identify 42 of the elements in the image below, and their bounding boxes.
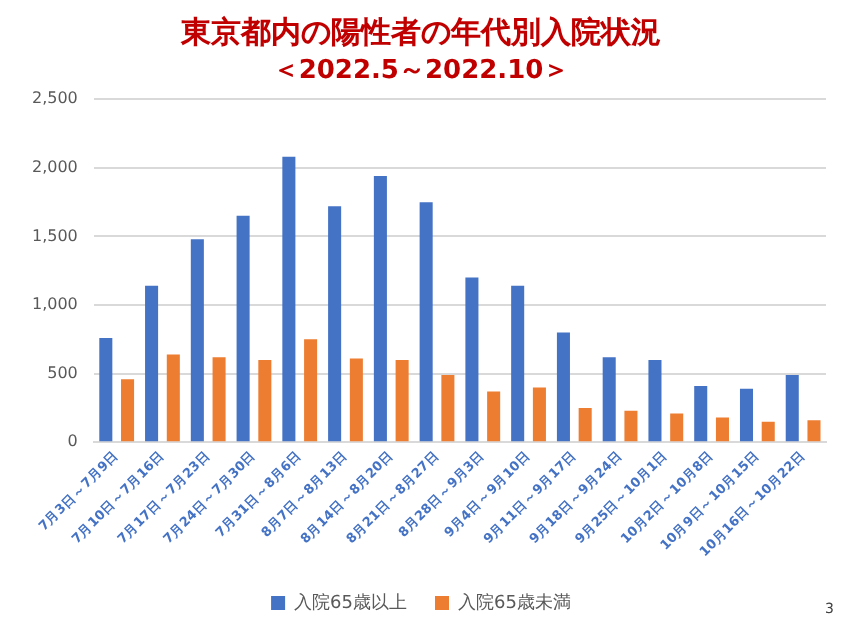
bar (282, 156, 296, 442)
bar (349, 358, 363, 442)
bar (166, 354, 180, 442)
bar (556, 332, 570, 442)
bar (465, 277, 479, 442)
bar (99, 338, 113, 442)
bar (212, 357, 226, 442)
chart-title: 東京都内の陽性者の年代別入院状況 (179, 13, 661, 50)
legend-label: 入院65歳未満 (458, 591, 571, 614)
bar (258, 359, 272, 442)
bar (511, 285, 525, 442)
bar (236, 215, 250, 442)
bar (419, 202, 433, 442)
bar (739, 388, 754, 442)
bar (670, 413, 684, 442)
bar (145, 285, 159, 442)
y-tick-label: 0 (67, 432, 78, 451)
bar (328, 206, 342, 442)
bar (190, 239, 204, 442)
bar (761, 421, 775, 442)
bar (624, 410, 638, 442)
bar (785, 375, 799, 442)
bar (807, 420, 821, 442)
bar (532, 387, 546, 442)
bar (648, 359, 662, 442)
y-tick-label: 1,500 (31, 226, 78, 245)
bar (602, 357, 616, 442)
bar (715, 417, 729, 442)
bar (304, 339, 318, 442)
y-tick-label: 1,000 (31, 295, 78, 314)
bar (441, 375, 455, 442)
bar (694, 386, 708, 442)
legend-label: 入院65歳以上 (294, 591, 407, 614)
bar (487, 391, 501, 442)
bar (121, 379, 135, 442)
y-tick-label: 500 (47, 363, 78, 382)
y-tick-label: 2,000 (31, 157, 78, 176)
bar (395, 359, 409, 442)
y-tick-label: 2,500 (31, 89, 78, 108)
chart-subtitle: ＜2022.5～2022.10＞ (272, 56, 570, 87)
bar (578, 407, 592, 442)
bar (373, 176, 387, 442)
